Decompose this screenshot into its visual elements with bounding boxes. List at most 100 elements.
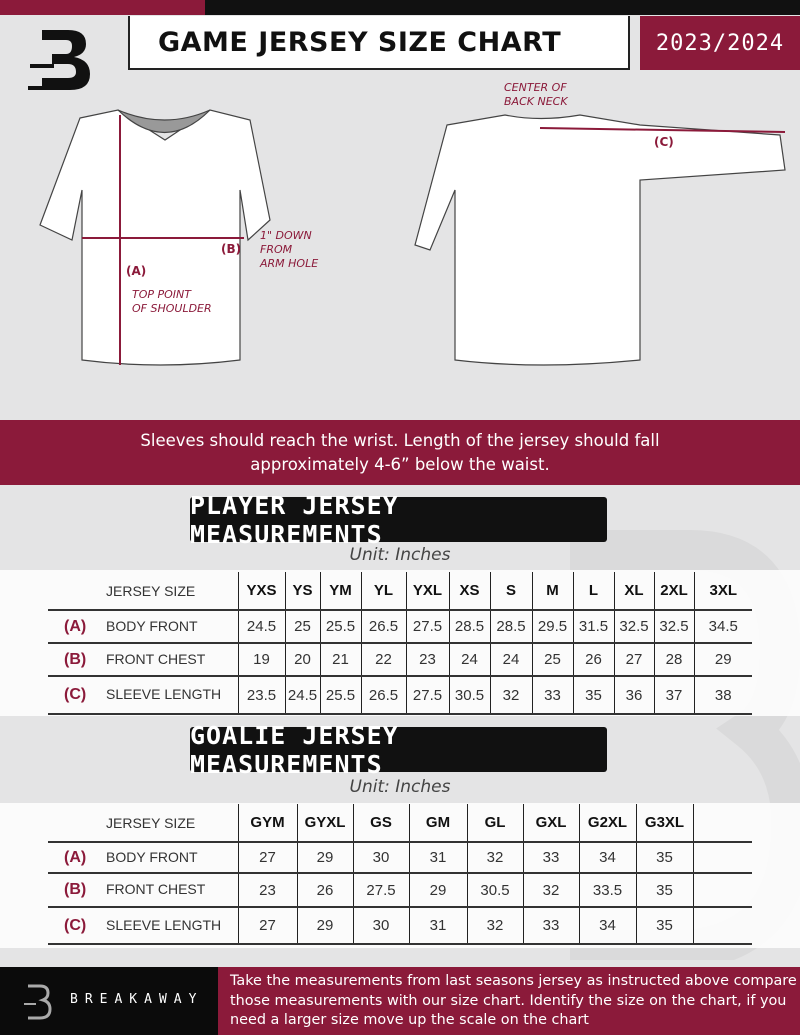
measurement-cell: 27 [613,643,654,676]
jersey-size-header: JERSEY SIZE [106,814,196,831]
goalie-unit: Unit: Inches [349,777,451,797]
instruction-text: Sleeves should reach the wrist. Length o… [140,431,660,474]
row-label-text: FRONT CHEST [106,881,206,897]
size-header: S [489,572,532,610]
measurement-cell: 32 [489,676,532,714]
header-row: JERSEY SIZE YXS YS YM YL YXL XS S M L XL 2XL 3XL [48,572,752,610]
player-section-title: PLAYER JERSEY MEASUREMENTS [190,491,607,549]
jersey-size-header: JERSEY SIZE [106,582,196,599]
measurement-cell: 24 [448,643,490,676]
measurement-cell: 32.5 [653,610,694,643]
measurement-cell: 28.5 [448,610,490,643]
table-row: (B) FRONT CHEST 19 20 21 22 23 24 24 25 26 27 28 29 [48,643,752,676]
player-size-table: JERSEY SIZE YXS YS YM YL YXL XS S M L XL 2XL 3XL (A) B… [48,572,752,715]
measurement-cell: 32 [466,842,523,873]
footer-brand-area [0,967,218,1035]
season-badge: 2023/2024 [640,16,800,70]
measurement-cell: 22 [360,643,406,676]
size-header: GM [408,804,467,842]
size-header: M [531,572,573,610]
measurement-cell: 28.5 [489,610,532,643]
size-header: YXS [237,572,285,610]
measurement-cell: 31 [408,842,467,873]
row-label-text: FRONT CHEST [106,650,206,667]
table-row: (C) SLEEVE LENGTH 23.5 24.5 25.5 26.5 27.5 30.5… [48,676,752,714]
measurement-cell: 21 [319,643,361,676]
row-label: (A) BODY FRONT [48,610,238,643]
size-header: YL [360,572,406,610]
back-jersey [414,114,786,366]
brand-name: BREAKAWAY [70,992,204,1007]
measurement-cell: 26 [296,873,353,907]
measurement-cell: 24.5 [284,676,320,714]
measurement-cell: 34 [578,907,636,944]
measurement-cell: 20 [284,643,320,676]
size-header: GYXL [296,804,353,842]
row-letter: (A) [64,617,87,635]
measurement-cell: 26.5 [360,676,406,714]
size-header: G3XL [635,804,693,842]
measurement-cell [692,873,752,907]
measurement-cell: 33 [522,842,579,873]
measurement-cell: 31 [408,907,467,944]
measurement-cell: 29 [296,907,353,944]
table-row: (A) BODY FRONT 24.5 25 25.5 26.5 27.5 28.5 28.5 2… [48,610,752,643]
label-a: (A) [126,264,147,278]
measurement-cell: 24 [489,643,532,676]
measurement-cell: 32 [466,907,523,944]
measurement-cell: 27.5 [405,676,449,714]
measurement-cell: 26.5 [360,610,406,643]
row-label: (B) FRONT CHEST [48,643,238,676]
measurement-cell: 25 [284,610,320,643]
size-header: YS [284,572,320,610]
measurement-cell [692,907,752,944]
size-header: 2XL [653,572,694,610]
size-header: YXL [405,572,449,610]
row-label-text: BODY FRONT [106,617,198,634]
row-label: (B) FRONT CHEST [48,873,238,907]
size-header: L [572,572,614,610]
measurement-cell: 34.5 [693,610,752,643]
instruction-banner: Sleeves should reach the wrist. Length o… [0,420,800,485]
row-letter: (A) [64,848,87,866]
size-header: GS [352,804,409,842]
row-label: (C) SLEEVE LENGTH [48,676,238,714]
row-letter: (C) [64,916,87,934]
measurement-cell: 35 [572,676,614,714]
row-label: (A) BODY FRONT [48,842,238,873]
page-title: GAME JERSEY SIZE CHART [128,16,630,70]
measurement-cell: 31.5 [572,610,614,643]
measurement-cell: 25.5 [319,610,361,643]
footer-logo-icon [24,984,52,1020]
measurement-cell [692,842,752,873]
measurement-cell: 34 [578,842,636,873]
label-c: (C) [654,135,674,149]
table-row: (A) BODY FRONT 27 29 30 31 32 33 34 35 [48,842,752,873]
size-header: GYM [237,804,297,842]
size-header: YM [319,572,361,610]
label-b: (B) [221,242,242,256]
measurement-cell: 37 [653,676,694,714]
measurement-cell: 32.5 [613,610,654,643]
measurement-cell: 30 [352,907,409,944]
header-row: JERSEY SIZE GYM GYXL GS GM GL GXL G2XL G3XL [48,804,752,842]
label-a-text: TOP POINT OF SHOULDER [132,288,212,315]
measurement-cell: 27 [237,842,297,873]
measurement-cell: 29 [408,873,467,907]
row-letter: (B) [64,881,87,898]
row-label-text: SLEEVE LENGTH [106,916,222,933]
size-header: XL [613,572,654,610]
measurement-cell: 23.5 [237,676,285,714]
breakaway-logo-icon [28,30,90,90]
measurement-cell: 26 [572,643,614,676]
measurement-cell: 29.5 [531,610,573,643]
footer-instructions: Take the measurements from last seasons … [218,967,800,1035]
measurement-cell: 38 [693,676,752,714]
jersey-diagram [39,109,786,366]
goalie-section-title: GOALIE JERSEY MEASUREMENTS [190,721,607,779]
size-header: G2XL [578,804,636,842]
table-row: (C) SLEEVE LENGTH 27 29 30 31 32 33 34 35 [48,907,752,944]
size-header: GXL [522,804,579,842]
measurement-cell: 30.5 [448,676,490,714]
measurement-cell: 23 [237,873,297,907]
